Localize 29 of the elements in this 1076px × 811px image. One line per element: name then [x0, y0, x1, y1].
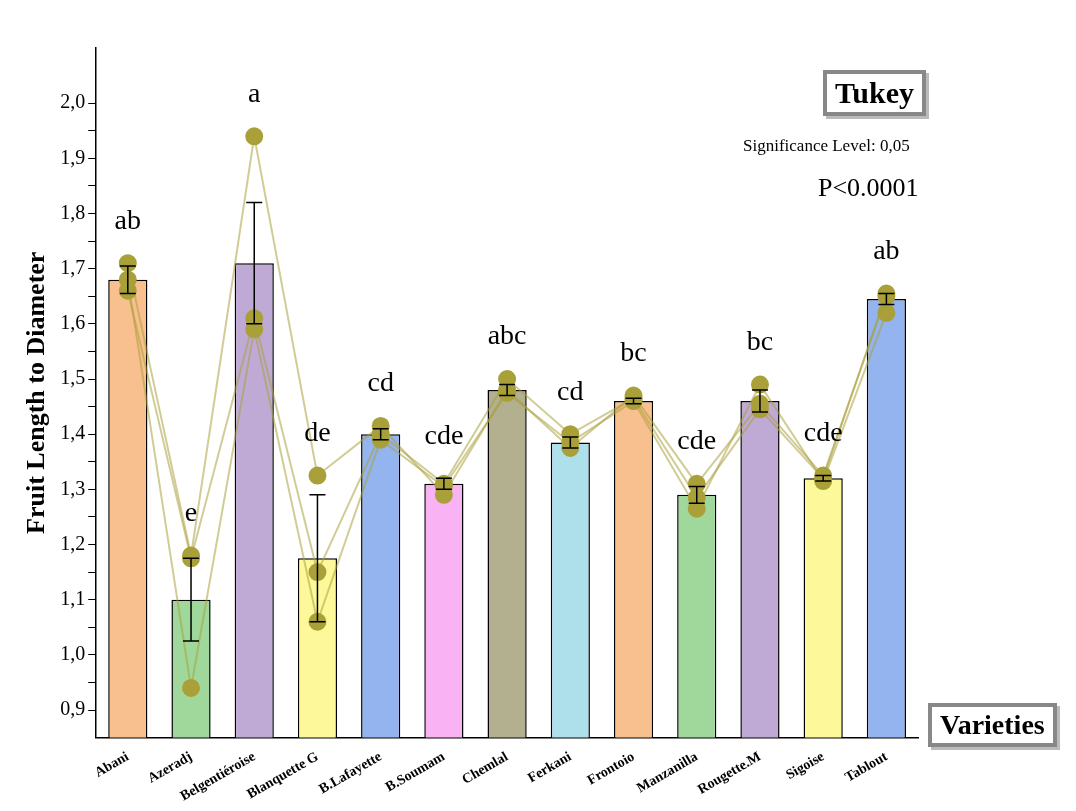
annotation: bc	[620, 335, 647, 367]
y-tick-label: 1,3	[60, 476, 86, 499]
annotation: de	[304, 415, 331, 447]
annotation: e	[184, 495, 198, 527]
annotation: cd	[367, 366, 394, 398]
annotation: Significance Level: 0,05	[743, 136, 910, 156]
annotation: abc	[487, 319, 527, 351]
y-tick-label: 1,0	[60, 642, 86, 665]
y-tick-label: 2,0	[60, 90, 86, 113]
annotation: cde	[424, 418, 464, 450]
y-axis-title: Fruit Length to Diameter	[21, 251, 51, 534]
annotation: ab	[114, 203, 142, 235]
y-tick-label: 1,4	[60, 421, 86, 444]
annotation: Tukey	[823, 70, 926, 116]
y-tick-label: 1,8	[60, 200, 86, 223]
y-tick-label: 1,7	[60, 255, 86, 278]
y-tick-label: 1,9	[60, 145, 86, 168]
annotation: a	[248, 76, 262, 108]
annotation: cde	[677, 424, 717, 456]
y-tick-label: 1,5	[60, 366, 86, 389]
annotation: P<0.0001	[818, 173, 919, 203]
annotation: cd	[557, 374, 584, 406]
annotation: bc	[746, 324, 774, 356]
x-axis-title: Varieties	[928, 703, 1057, 747]
y-tick-label: 1,6	[60, 311, 86, 334]
annotation: ab	[873, 233, 900, 265]
y-tick-label: 1,1	[60, 586, 86, 609]
y-tick-label: 0,9	[60, 697, 86, 720]
y-tick-label: 1,2	[60, 531, 86, 554]
